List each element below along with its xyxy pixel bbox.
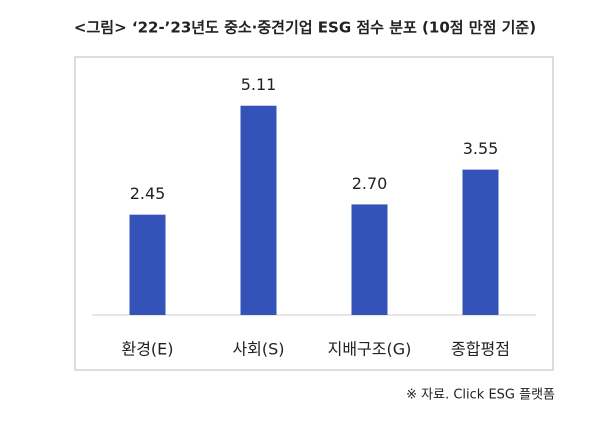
bar — [129, 214, 166, 315]
bar — [462, 169, 499, 315]
x-tick-label: 종합평점 — [451, 340, 510, 359]
value-label: 3.55 — [463, 139, 499, 158]
x-tick-label: 지배구조(G) — [328, 340, 412, 359]
chart-title: <그림> ‘22-’23년도 중소·중견기업 ESG 점수 분포 (10점 만점… — [74, 19, 536, 37]
source-note: ※ 자료. Click ESG 플랫폼 — [406, 388, 555, 403]
value-label: 2.70 — [352, 174, 388, 193]
value-label: 2.45 — [130, 184, 166, 203]
plot-frame — [74, 56, 554, 371]
x-tick-label: 사회(S) — [232, 340, 284, 359]
value-label: 5.11 — [241, 75, 277, 94]
bar — [240, 105, 277, 315]
x-tick-label: 환경(E) — [121, 340, 173, 359]
bar — [351, 204, 388, 315]
